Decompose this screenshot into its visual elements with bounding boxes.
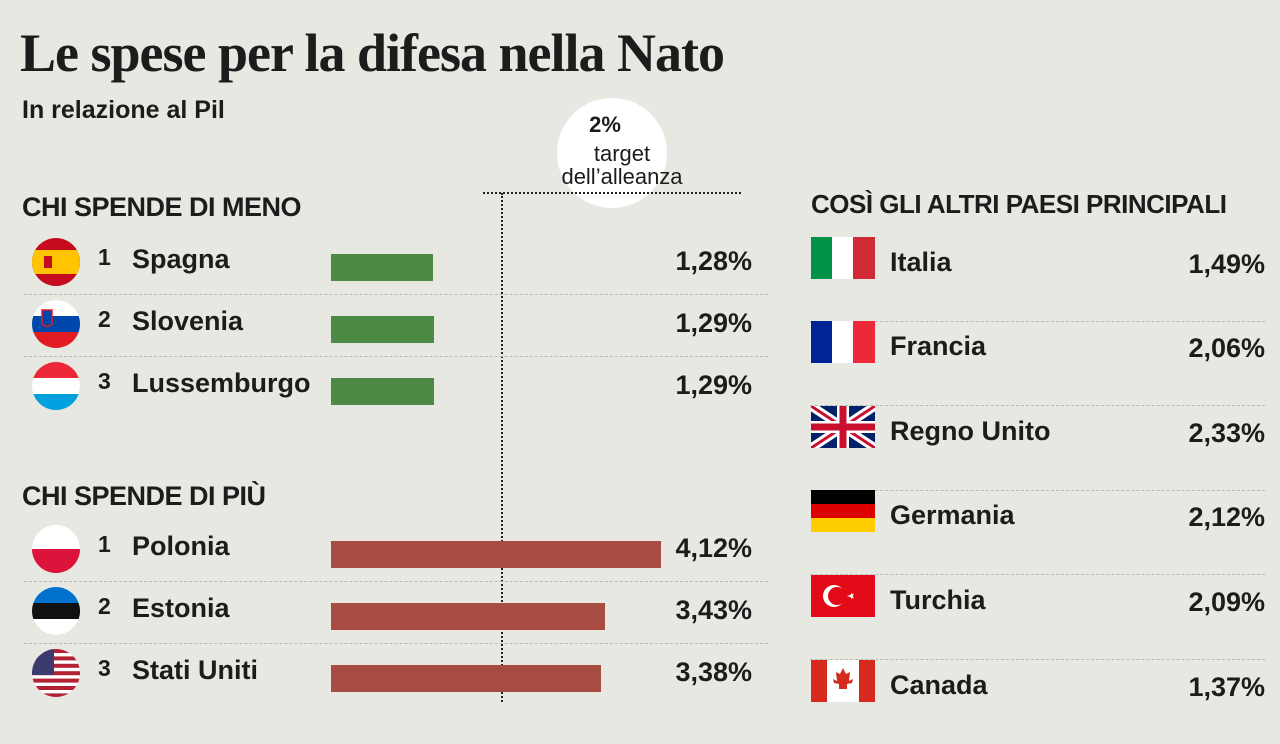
data-label: 4,12% (675, 533, 752, 563)
target-badge (557, 98, 667, 208)
uk-flag-icon (811, 406, 875, 448)
data-label: 1,49% (1188, 249, 1265, 279)
data-label: 1,29% (675, 308, 752, 338)
section-title-lowest: CHI SPENDE DI MENO (22, 192, 302, 222)
country-name: Italia (890, 247, 952, 277)
data-label: 2,09% (1188, 587, 1265, 617)
country-name: Turchia (890, 585, 986, 615)
country-name: Stati Uniti (132, 655, 258, 685)
bar-spagna (331, 254, 433, 281)
country-name: Slovenia (132, 306, 244, 336)
bar-estonia (331, 603, 605, 630)
turkey-flag-icon (811, 575, 875, 617)
table-row: Italia 1,49% (810, 237, 1265, 322)
table-row: Turchia 2,09% (810, 575, 1265, 660)
section-title-highest: CHI SPENDE DI PIÙ (22, 481, 266, 511)
table-row: 2 Estonia 3,43% (24, 581, 768, 644)
bar-slovenia (331, 316, 434, 343)
section-title-others: COSÌ GLI ALTRI PAESI PRINCIPALI (811, 189, 1227, 219)
target-label: target dell’alleanza (540, 142, 704, 188)
table-row: Canada 1,37% (810, 660, 1265, 744)
table-row: Germania 2,12% (810, 490, 1265, 575)
bar-lussemburgo (331, 378, 434, 405)
rank-number: 1 (98, 244, 111, 270)
germany-flag-icon (811, 490, 875, 532)
country-name: Germania (890, 500, 1015, 530)
target-label-line2: dell’alleanza (561, 164, 683, 189)
target-reference-line (501, 193, 503, 702)
usa-flag-icon (32, 649, 80, 697)
target-value: 2% (589, 112, 621, 137)
country-name: Francia (890, 331, 987, 361)
data-label: 2,12% (1188, 502, 1265, 532)
data-label: 3,38% (675, 657, 752, 687)
table-row: 3 Stati Uniti 3,38% (24, 643, 768, 705)
country-name: Polonia (132, 531, 230, 561)
rank-number: 2 (98, 306, 111, 332)
luxembourg-flag-icon (32, 362, 80, 410)
country-name: Lussemburgo (132, 368, 311, 398)
data-label: 1,37% (1188, 672, 1265, 702)
bar-stati-uniti (331, 665, 601, 692)
table-row: 2 Slovenia 1,29% (24, 294, 768, 357)
spain-flag-icon (32, 238, 80, 286)
target-label-line1: target (593, 141, 651, 166)
country-name: Canada (890, 670, 988, 700)
rank-number: 3 (98, 368, 111, 394)
data-label: 2,33% (1188, 418, 1265, 448)
data-label: 1,29% (675, 370, 752, 400)
rank-number: 3 (98, 655, 111, 681)
rank-number: 2 (98, 593, 111, 619)
france-flag-icon (811, 321, 875, 363)
data-label: 2,06% (1188, 333, 1265, 363)
country-name: Spagna (132, 244, 230, 274)
bar-polonia (331, 541, 661, 568)
table-row: 1 Polonia 4,12% (24, 519, 768, 582)
data-label: 1,28% (675, 246, 752, 276)
table-row: Regno Unito 2,33% (810, 406, 1265, 491)
table-row: Francia 2,06% (810, 321, 1265, 406)
slovenia-flag-icon (32, 300, 80, 348)
data-label: 3,43% (675, 595, 752, 625)
italy-flag-icon (811, 237, 875, 279)
rank-number: 1 (98, 531, 111, 557)
chart-subtitle: In relazione al Pil (22, 96, 225, 124)
country-name: Regno Unito (890, 416, 1051, 446)
canada-flag-icon (811, 660, 875, 702)
table-row: 3 Lussemburgo 1,29% (24, 356, 768, 418)
poland-flag-icon (32, 525, 80, 573)
estonia-flag-icon (32, 587, 80, 635)
target-line-horizontal (483, 192, 741, 194)
chart-title: Le spese per la difesa nella Nato (20, 23, 725, 83)
table-row: 1 Spagna 1,28% (24, 232, 768, 295)
country-name: Estonia (132, 593, 230, 623)
